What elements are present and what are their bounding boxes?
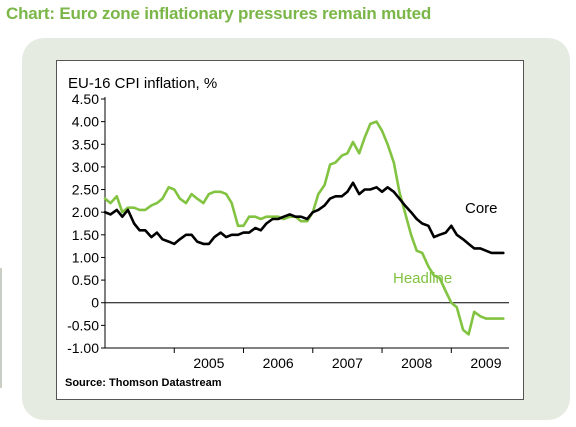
chart-frame: EU-16 CPI inflation, % 4.50 4.00 3.50 3.00 2…: [56, 60, 524, 400]
y-tick-label: 3.50: [72, 136, 99, 152]
cpi-line-chart: EU-16 CPI inflation, % 4.50 4.00 3.50 3.00 2…: [65, 75, 509, 389]
chart-title: EU-16 CPI inflation, %: [68, 75, 217, 92]
core-series-line: [103, 181, 505, 255]
y-tick-label: 4.50: [72, 91, 99, 107]
y-tick-label: 0.50: [72, 272, 99, 288]
core-series-label: Core: [465, 200, 498, 217]
y-tick-label: 1.50: [72, 227, 99, 243]
y-tick-label: 2.00: [72, 204, 99, 220]
x-tick-label: 2008: [401, 355, 432, 371]
page-title: Chart: Euro zone inflationary pressures …: [6, 4, 432, 23]
y-tick-label: 2.50: [72, 182, 99, 198]
y-tick-label: 3.00: [72, 159, 99, 175]
x-tick-label: 2006: [263, 355, 294, 371]
y-tick-label: 1.00: [72, 249, 99, 265]
chart-source: Source: Thomson Datastream: [65, 377, 222, 389]
x-tick-label: 2007: [332, 355, 363, 371]
y-tick-label: 4.00: [72, 114, 99, 130]
headline-series-label: Headline: [393, 270, 452, 287]
y-tick-label: 0: [91, 295, 99, 311]
headline-series-line: [103, 120, 505, 336]
y-tick-label: -0.50: [67, 317, 99, 333]
divider-line: [0, 268, 2, 388]
x-tick-label: 2005: [193, 355, 224, 371]
y-tick-label: -1.00: [67, 340, 99, 356]
x-tick-label: 2009: [470, 355, 501, 371]
